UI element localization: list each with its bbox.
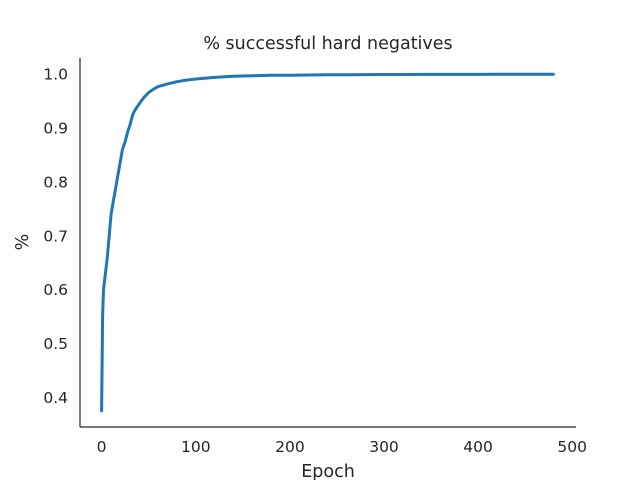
y-tick-labels: 0.4 0.5 0.6 0.7 0.8 0.9 1.0 xyxy=(43,66,68,407)
y-tick-label: 0.6 xyxy=(43,281,68,299)
x-tick-labels: 0 100 200 300 400 500 xyxy=(97,438,587,456)
y-tick-label: 0.7 xyxy=(43,227,68,245)
y-tick-label: 1.0 xyxy=(43,66,68,84)
x-axis-label: Epoch xyxy=(301,462,355,480)
y-axis-label: % xyxy=(13,234,33,251)
chart-title: % successful hard negatives xyxy=(203,34,452,54)
y-tick-label: 0.9 xyxy=(43,120,68,138)
x-tick-label: 500 xyxy=(557,438,587,456)
plot-area xyxy=(100,72,555,413)
y-tick-label: 0.8 xyxy=(43,173,68,191)
x-tick-label: 400 xyxy=(463,438,493,456)
series-line xyxy=(100,72,555,413)
x-tick-label: 200 xyxy=(275,438,305,456)
x-tick-label: 0 xyxy=(97,438,107,456)
x-tick-label: 300 xyxy=(369,438,399,456)
y-tick-label: 0.5 xyxy=(43,335,68,353)
y-tick-label: 0.4 xyxy=(43,389,68,407)
x-tick-label: 100 xyxy=(181,438,211,456)
